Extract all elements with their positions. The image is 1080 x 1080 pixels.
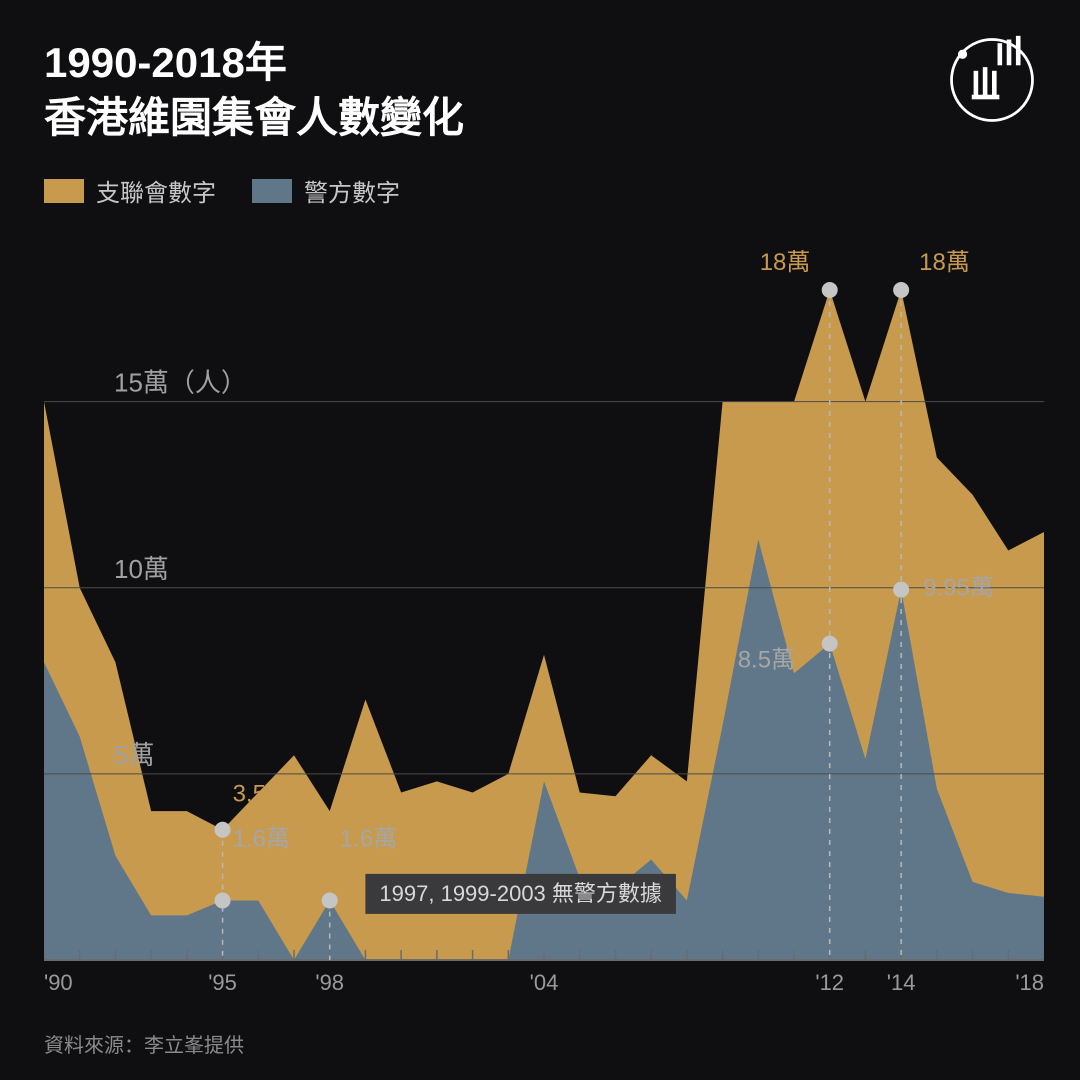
note-text: 1997, 1999-2003 無警方數據: [379, 881, 662, 906]
annotation-label: 9.95萬: [923, 575, 994, 602]
attendance-area-chart: 15萬（人） 10萬 5萬 '90 '95 '98 '04 '12 '14 '18 3.5萬 1.6萬…: [44, 250, 1044, 1020]
annotation-marker: [822, 282, 838, 298]
legend-label-2: 警方數字: [304, 173, 400, 208]
source-attribution: 資料來源：李立峯提供: [44, 1029, 244, 1058]
annotation-marker: [893, 582, 909, 598]
annotation-label: 3.5萬: [233, 781, 290, 808]
annotation-marker: [822, 636, 838, 652]
annotation-label: 18萬: [760, 250, 811, 276]
y-tick-label: 10萬: [114, 554, 169, 584]
x-tick-label: '14: [887, 970, 916, 995]
annotation-marker: [215, 892, 231, 908]
title-line-2: 香港維園集會人數變化: [44, 94, 464, 141]
legend-swatch-2: [252, 179, 292, 203]
x-tick-label: '12: [815, 970, 844, 995]
brand-logo: [946, 34, 1038, 126]
title-line-1: 1990-2018年: [44, 39, 287, 86]
legend-item-series2: 警方數字: [252, 173, 400, 208]
annotation-marker: [322, 892, 338, 908]
x-tick-label: '18: [1015, 970, 1044, 995]
annotation-label: 8.5萬: [738, 647, 795, 674]
x-tick-label: '90: [44, 970, 73, 995]
legend: 支聯會數字 警方數字: [44, 173, 464, 208]
x-tick-label: '95: [208, 970, 237, 995]
x-tick-label: '04: [530, 970, 559, 995]
x-tick-label: '98: [315, 970, 344, 995]
annotation-marker: [893, 282, 909, 298]
annotation-marker: [215, 822, 231, 838]
annotation-label: 1.6萬: [233, 825, 290, 852]
y-tick-label: 15萬（人）: [114, 368, 247, 398]
legend-label-1: 支聯會數字: [96, 173, 216, 208]
y-tick-label: 5萬: [114, 740, 154, 770]
legend-swatch-1: [44, 179, 84, 203]
annotation-label: 18萬: [919, 250, 970, 276]
legend-item-series1: 支聯會數字: [44, 173, 216, 208]
annotation-label: 1.6萬: [340, 825, 397, 852]
